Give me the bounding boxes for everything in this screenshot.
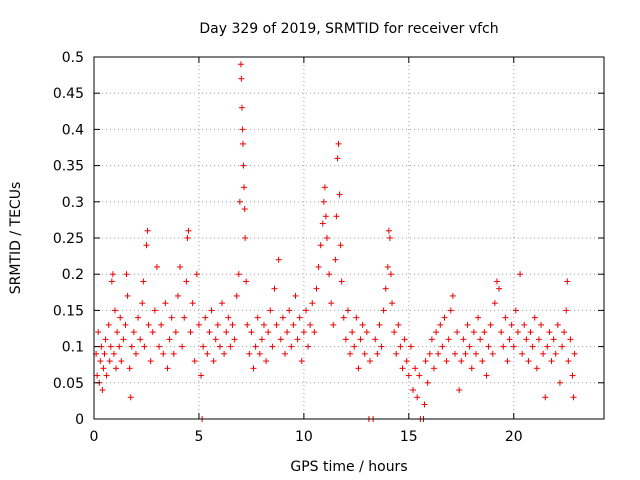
- y-tick-label: 0.05: [53, 376, 84, 392]
- y-tick-label: 0: [75, 412, 84, 428]
- x-tick-label: 5: [194, 429, 203, 445]
- x-axis-label: GPS time / hours: [290, 459, 407, 475]
- y-tick-label: 0.3: [62, 195, 84, 211]
- y-tick-label: 0.45: [53, 86, 84, 102]
- y-tick-label: 0.1: [62, 340, 84, 356]
- y-tick-label: 0.25: [53, 231, 84, 247]
- chart-title: Day 329 of 2019, SRMTID for receiver vfc…: [199, 21, 498, 37]
- y-tick-label: 0.15: [53, 303, 84, 319]
- y-tick-label: 0.2: [62, 267, 84, 283]
- x-tick-label: 0: [90, 429, 99, 445]
- x-tick-label: 20: [505, 429, 523, 445]
- y-axis-label: SRMTID / TECUs: [8, 182, 24, 295]
- y-tick-label: 0.5: [62, 50, 84, 66]
- y-tick-label: 0.35: [53, 159, 84, 175]
- x-tick-label: 10: [295, 429, 313, 445]
- chart-background: [0, 0, 640, 480]
- scatter-chart: Day 329 of 2019, SRMTID for receiver vfc…: [0, 0, 640, 480]
- y-tick-label: 0.4: [62, 122, 84, 138]
- x-tick-label: 15: [400, 429, 418, 445]
